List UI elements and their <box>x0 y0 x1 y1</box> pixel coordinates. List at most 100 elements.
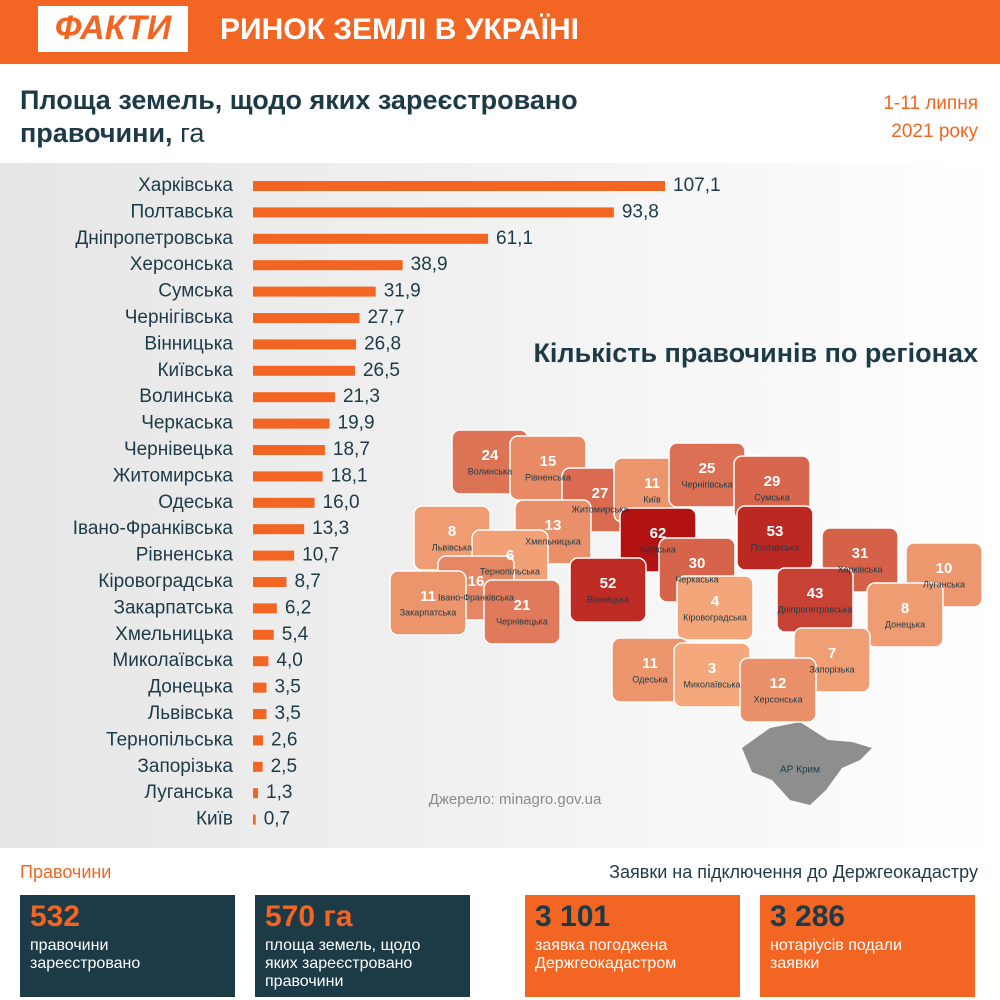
region-value: 3 <box>708 660 716 677</box>
region-value: 8 <box>901 600 909 617</box>
region-value: 11 <box>420 588 436 605</box>
region-name: Дніпропетровська <box>778 604 853 614</box>
stat-box <box>760 895 975 997</box>
value-label: 0,7 <box>264 809 290 830</box>
map-title: Кількість правочинів по регіонах <box>533 338 978 368</box>
category-label: Харківська <box>138 175 233 196</box>
category-label: Чернівецька <box>124 439 233 460</box>
category-label: Сумська <box>158 281 233 302</box>
region-value: 10 <box>936 560 953 577</box>
region-value: 16 <box>468 573 485 590</box>
bar <box>253 814 256 825</box>
chart-title: Площа земель, щодо яких зареєстровано <box>20 85 578 115</box>
region <box>866 582 944 648</box>
category-label: Полтавська <box>130 201 233 222</box>
category-label: Кіровоградська <box>98 571 233 592</box>
bar <box>253 392 335 403</box>
category-label: Донецька <box>148 677 233 698</box>
category-label: Волинська <box>139 386 233 407</box>
source: Джерело: minagro.gov.ua <box>429 791 602 808</box>
region <box>569 557 647 623</box>
value-label: 4,0 <box>276 650 302 671</box>
value-label: 31,9 <box>384 281 421 302</box>
region <box>483 579 561 645</box>
bar <box>253 471 323 482</box>
bar <box>253 365 355 376</box>
value-label: 61,1 <box>496 228 533 249</box>
region-value: 8 <box>448 523 456 540</box>
category-label: Тернопільська <box>106 729 233 750</box>
region-value: 31 <box>852 545 869 562</box>
region-value: 29 <box>764 473 781 490</box>
value-label: 3,5 <box>274 677 300 698</box>
category-label: Житомирська <box>113 465 234 486</box>
value-label: 16,0 <box>323 492 360 513</box>
category-label: Івано-Франківська <box>73 518 234 539</box>
region-name: Івано-Франківська <box>438 592 514 602</box>
value-label: 27,7 <box>368 307 405 328</box>
date: 1-11 липня <box>883 93 978 114</box>
region-name: Львівська <box>432 542 472 552</box>
stats-title: Заявки на підключення до Держгеокадастру <box>609 862 978 882</box>
bar <box>253 233 489 244</box>
stat-value: 3 286 <box>770 900 845 933</box>
region-name: Черкаська <box>675 574 718 584</box>
stat-value: 570 га <box>265 900 353 933</box>
stat-box <box>525 895 740 997</box>
region-value: 27 <box>592 485 609 502</box>
region-value: 43 <box>807 585 824 602</box>
value-label: 26,8 <box>364 333 401 354</box>
category-label: Чернігівська <box>125 307 234 328</box>
category-label: Київська <box>157 360 233 381</box>
category-label: Одеська <box>158 492 233 513</box>
bar <box>253 207 614 218</box>
stat-label: правочини <box>265 973 343 990</box>
value-label: 26,5 <box>363 360 400 381</box>
region-value: 53 <box>767 523 784 540</box>
bar <box>253 445 325 455</box>
stat-label: нотаріусів подали <box>770 937 902 954</box>
category-label: Луганська <box>145 782 234 803</box>
region <box>389 570 467 636</box>
region-name: Закарпатська <box>400 607 457 617</box>
value-label: 13,3 <box>312 518 349 539</box>
bar <box>253 788 259 799</box>
map: 24 Волинська 15 Рівненська 27 Житомирська 11 Ки… <box>389 429 983 723</box>
crimea-label: АР Крим <box>780 765 820 776</box>
region-name: Миколаївська <box>683 679 740 689</box>
region-value: 25 <box>699 460 716 477</box>
value-label: 38,9 <box>411 254 448 275</box>
region-name: Волинська <box>468 466 512 476</box>
logo: ФАКТИ <box>55 9 173 47</box>
bar <box>253 313 360 323</box>
stat-value: 532 <box>30 900 80 933</box>
category-label: Дніпропетровська <box>75 228 233 249</box>
bar <box>253 735 264 746</box>
chart-background <box>0 163 1000 848</box>
region <box>739 657 817 723</box>
bar <box>253 603 277 614</box>
bar <box>253 577 287 587</box>
chart-title: правочини, га <box>20 118 205 148</box>
bar <box>253 181 665 191</box>
value-label: 21,3 <box>343 386 380 407</box>
category-label: Хмельницька <box>115 624 233 645</box>
region-name: Рівненська <box>525 472 571 482</box>
category-label: Рівненська <box>136 545 234 566</box>
stats-title: Правочини <box>20 862 111 882</box>
region-value: 24 <box>482 447 499 464</box>
value-label: 1,3 <box>266 782 292 803</box>
bar <box>253 286 376 297</box>
value-label: 10,7 <box>302 545 339 566</box>
bar <box>253 709 267 719</box>
category-label: Черкаська <box>141 413 233 434</box>
region-name: Донецька <box>885 619 925 629</box>
value-label: 18,7 <box>333 439 370 460</box>
region-name: Херсонська <box>754 694 803 704</box>
region-name: Житомирська <box>572 504 629 514</box>
region-value: 30 <box>689 555 706 572</box>
bar <box>253 418 330 429</box>
region-name: Сумська <box>754 492 789 502</box>
category-label: Закарпатська <box>113 597 233 618</box>
header-title: РИНОК ЗЕМЛІ В УКРАЇНІ <box>220 13 579 46</box>
